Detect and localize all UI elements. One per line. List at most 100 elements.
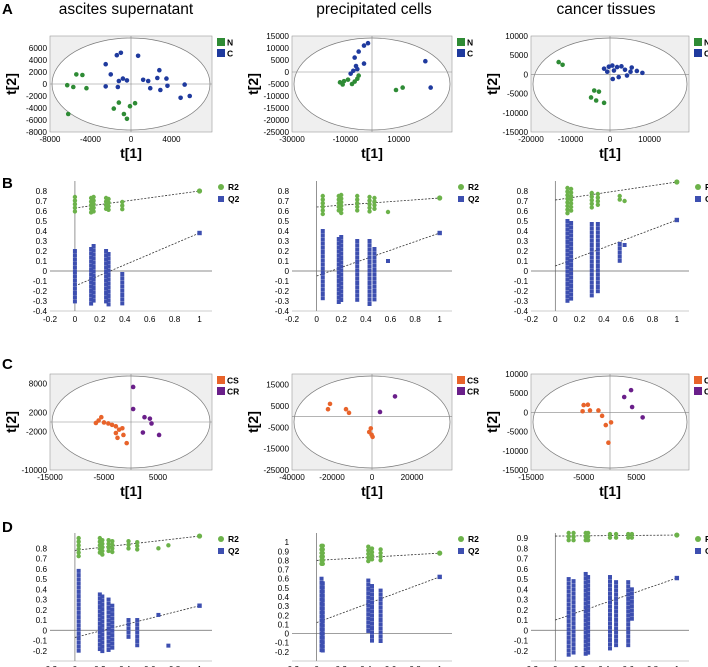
q2-point [386, 259, 390, 263]
q2-point [355, 285, 360, 290]
legend-swatch-Q2 [458, 196, 464, 202]
y-tick-label: 5000 [510, 389, 529, 398]
r2-point [565, 193, 570, 198]
q2-point [320, 262, 325, 267]
x-axis-label: t[1] [120, 145, 142, 161]
q2-point [339, 289, 344, 294]
q2-point [366, 616, 371, 621]
r2-point [320, 543, 325, 548]
y-tick-label: -0.2 [33, 287, 48, 296]
y-tick-label: -0.1 [514, 277, 529, 286]
q2-point [565, 227, 570, 232]
r2-point [366, 555, 371, 560]
q2-point [339, 256, 344, 260]
r2-point [91, 202, 96, 207]
r2-point [626, 535, 631, 540]
q2-point [76, 573, 81, 578]
y-tick-label: -0.2 [33, 647, 48, 656]
r2-point [72, 198, 78, 203]
q2-point [366, 620, 371, 625]
q2-point [76, 623, 81, 628]
y-tick-label: -0.3 [33, 297, 48, 306]
q2-point [89, 272, 94, 277]
x-tick-label: 10000 [387, 135, 410, 144]
y-tick-label: -0.1 [33, 277, 48, 286]
r2-original-point [674, 532, 680, 538]
y-tick-label: 10000 [266, 44, 289, 53]
x-tick-label: 0.8 [409, 665, 421, 667]
q2-point [126, 618, 131, 623]
q2-point [566, 598, 571, 603]
q2-point [110, 603, 115, 608]
q2-point [110, 637, 115, 642]
q2-point [91, 244, 96, 248]
chart-A2: 15000 10000 5000 0 -5000 -10000 -15000 -20000 -2… [245, 32, 473, 161]
q2-point [89, 289, 94, 293]
q2-point [629, 604, 634, 609]
point-C [348, 71, 353, 76]
legend-label-Q2: Q2 [705, 546, 708, 556]
r2-point [72, 205, 78, 210]
y-tick-label: 0 [523, 626, 528, 635]
q2-point [608, 596, 612, 601]
q2-point [76, 581, 81, 586]
y-tick-label: 0 [42, 267, 47, 276]
y-tick-label: 0.7 [517, 197, 529, 206]
y-tick-label: -0.1 [514, 637, 529, 646]
point-CS [603, 422, 609, 428]
q2-point [120, 272, 125, 276]
q2-point [571, 621, 576, 626]
x-tick-label: 1 [675, 315, 680, 324]
q2-point [586, 591, 591, 596]
y-tick-label: 0.8 [517, 187, 529, 196]
q2-point [110, 616, 115, 621]
x-tick-label: 0.6 [144, 315, 156, 324]
q2-point [97, 630, 102, 635]
q2-point [566, 585, 571, 590]
r2-point [372, 195, 377, 201]
r2-point [369, 549, 375, 555]
x-tick-label: 1 [197, 665, 202, 667]
q2-original-point [437, 230, 442, 236]
legend-swatch-Q2 [695, 196, 701, 202]
y-tick-label: -10000 [22, 466, 48, 475]
r2-point [571, 534, 576, 539]
r2-point [366, 544, 371, 549]
y-tick-label: 0.7 [517, 555, 529, 564]
x-tick-label: 0.8 [647, 315, 659, 324]
y-tick-label: 0.6 [517, 207, 529, 216]
r2-regression-line [555, 181, 677, 201]
r2-point [126, 546, 131, 551]
q2-point [97, 600, 102, 605]
r2-point [565, 189, 570, 194]
x-tick-label: 5000 [149, 473, 168, 482]
y-tick-label: 10000 [505, 32, 528, 41]
point-C [118, 50, 124, 56]
q2-point [595, 251, 600, 256]
y-tick-label: 0.9 [517, 534, 529, 543]
q2-point [595, 272, 600, 277]
q2-point [586, 587, 591, 592]
y-tick-label: 0.2 [278, 247, 290, 256]
legend-swatch-CS [457, 376, 465, 384]
q2-point [104, 282, 109, 287]
legend-swatch-CS [694, 376, 702, 384]
r2-point [72, 202, 78, 207]
y-tick-label: 10000 [505, 370, 528, 379]
q2-point [135, 622, 140, 627]
q2-point [355, 281, 360, 285]
r2-point [589, 194, 594, 199]
q2-point [370, 613, 374, 618]
q2-point [320, 627, 325, 632]
q2-point [320, 631, 325, 636]
x-tick-label: 0 [553, 665, 558, 667]
r2-point [355, 197, 360, 202]
q2-point [626, 643, 631, 648]
x-tick-label: 0.4 [360, 665, 372, 667]
point-CS [109, 422, 115, 428]
y-tick-label: -0.2 [514, 287, 529, 296]
point-CS [368, 426, 374, 431]
r2-point [568, 208, 574, 213]
q2-point [100, 598, 105, 603]
